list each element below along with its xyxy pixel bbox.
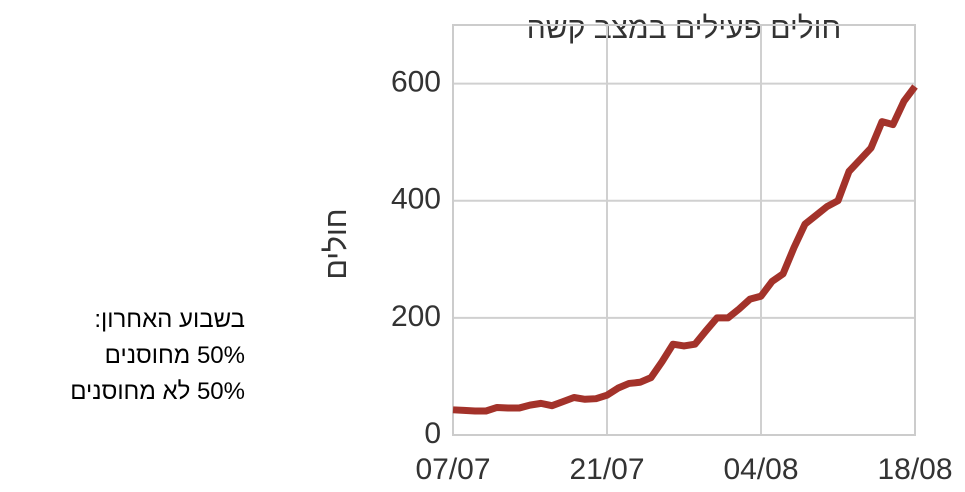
y-tick-label: 200 xyxy=(391,300,441,333)
x-tick-label: 21/07 xyxy=(569,453,644,486)
y-tick-label: 600 xyxy=(391,65,441,98)
x-tick-label: 18/08 xyxy=(877,453,952,486)
y-axis-label: חולים xyxy=(320,209,353,280)
annotation-line: 50% לא מחוסנים xyxy=(70,378,245,405)
x-tick-label: 04/08 xyxy=(723,453,798,486)
y-tick-label: 400 xyxy=(391,183,441,216)
annotation-line: 50% מחוסנים xyxy=(104,342,245,369)
plot-frame xyxy=(452,24,916,436)
y-tick-label: 0 xyxy=(424,417,441,450)
line-series xyxy=(452,84,918,415)
annotation-line: בשבוע האחרון: xyxy=(94,306,245,333)
x-tick-label: 07/07 xyxy=(415,453,490,486)
chart-title: חולים פעילים במצב קשה xyxy=(527,12,841,45)
annotation: בשבוע האחרון: 50% מחוסנים 50% לא מחוסנים xyxy=(70,302,245,410)
